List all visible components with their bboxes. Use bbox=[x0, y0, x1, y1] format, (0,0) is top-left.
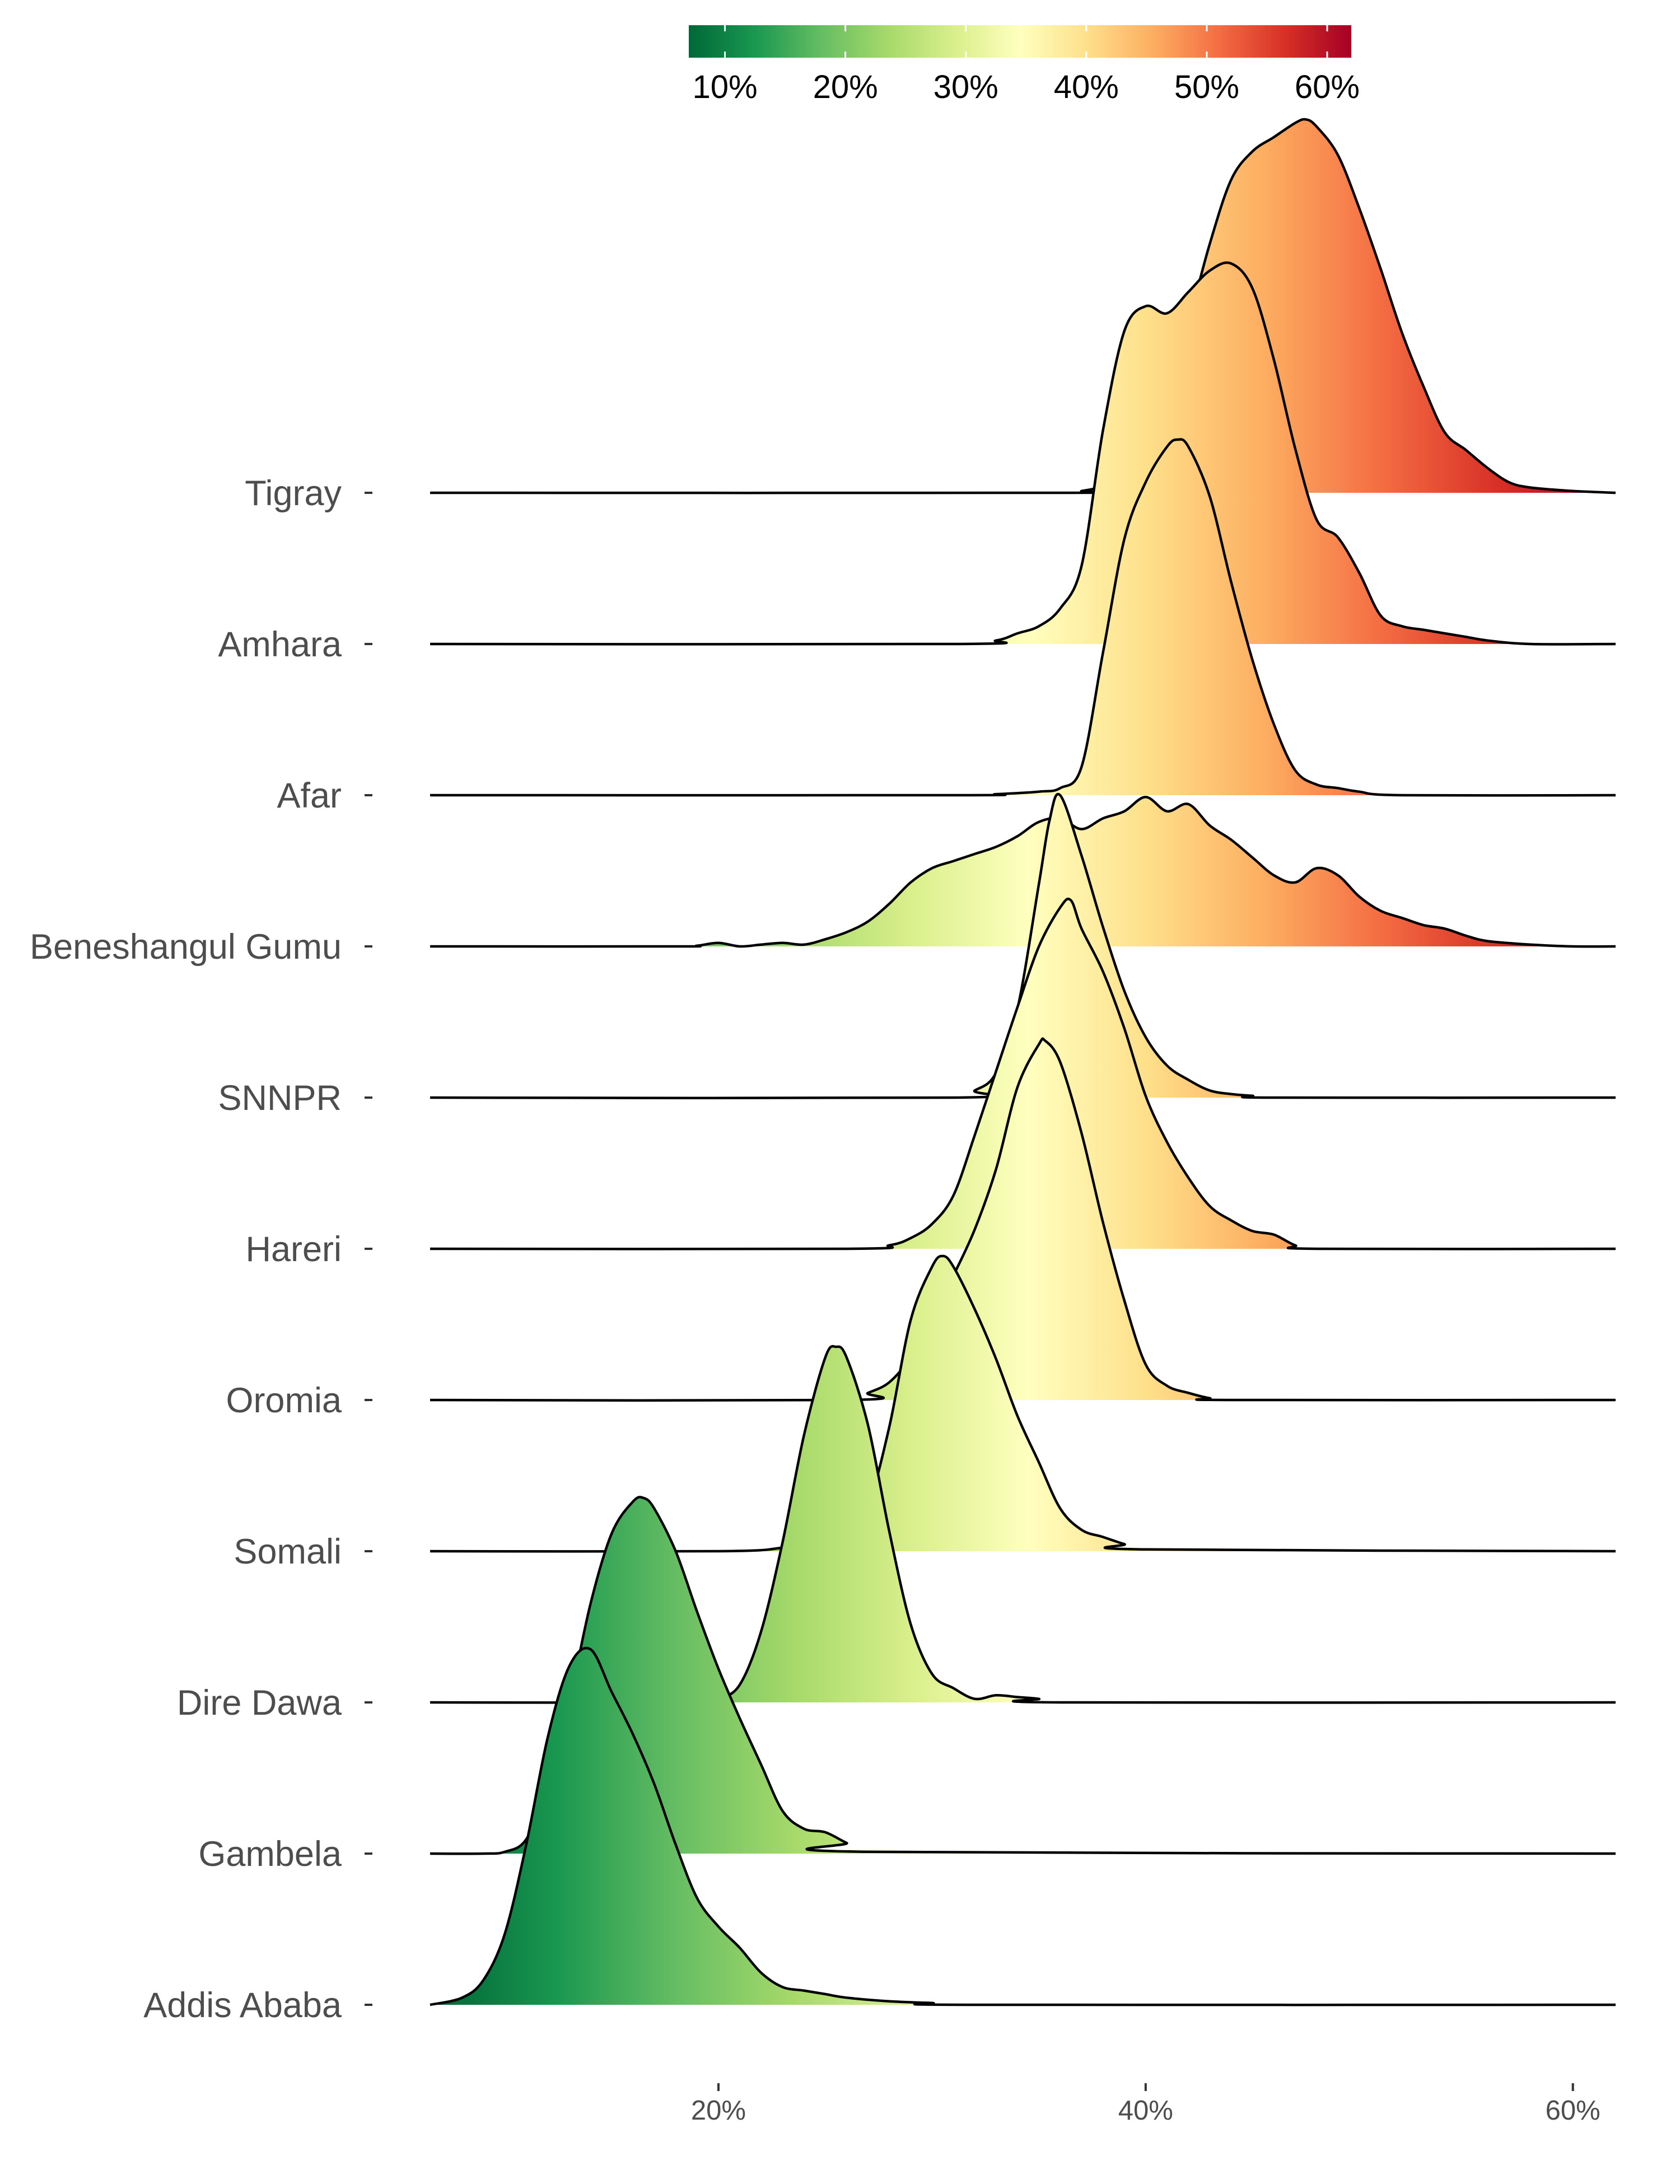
colorbar-label: 20% bbox=[813, 69, 878, 105]
ridge-fill-gambela bbox=[430, 1497, 1616, 1854]
ridge-outline-hareri bbox=[430, 897, 1616, 1250]
x-tick-label: 60% bbox=[1546, 2096, 1600, 2126]
ridge-outline-dire-dawa bbox=[430, 1345, 1616, 1704]
y-label-gambela: Gambela bbox=[198, 1835, 342, 1874]
y-axis-labels: Addis Ababa Gambela Dire Dawa Somali Oromia H… bbox=[30, 474, 372, 2025]
y-label-amhara: Amhara bbox=[218, 625, 342, 664]
ridge-fill-somali bbox=[430, 1256, 1616, 1552]
y-label-somali: Somali bbox=[234, 1532, 342, 1571]
x-tick-label: 40% bbox=[1118, 2096, 1173, 2126]
ridge-outline-amhara bbox=[430, 261, 1616, 646]
y-label-tigray: Tigray bbox=[245, 474, 342, 513]
ridge-tigray bbox=[430, 118, 1616, 494]
x-axis: 20% 40% 60% bbox=[691, 2083, 1600, 2126]
colorbar-label: 60% bbox=[1295, 69, 1360, 105]
ridge-dire-dawa bbox=[430, 1345, 1616, 1704]
ridge-beneshangul-gumu bbox=[430, 796, 1616, 948]
y-label-dire-dawa: Dire Dawa bbox=[177, 1683, 342, 1723]
ridges-layer bbox=[430, 118, 1616, 2006]
ridge-fill-amhara bbox=[430, 263, 1616, 645]
ridge-fill-oromia bbox=[430, 1038, 1616, 1401]
ridge-addis-ababa bbox=[430, 1646, 1616, 2006]
ridge-fill-tigray bbox=[430, 119, 1616, 493]
ridge-outline-beneshangul-gumu bbox=[430, 796, 1616, 948]
y-label-oromia: Oromia bbox=[226, 1381, 342, 1420]
ridge-fill-addis-ababa bbox=[430, 1648, 1616, 2005]
colorbar-legend: 10% 20% 30% 40% 50% 60% bbox=[689, 25, 1360, 105]
y-label-afar: Afar bbox=[277, 776, 342, 815]
y-label-addis-ababa: Addis Ababa bbox=[143, 1986, 342, 2025]
x-tick-label: 20% bbox=[691, 2096, 746, 2126]
colorbar-label: 10% bbox=[692, 69, 757, 105]
ridge-oromia bbox=[430, 1037, 1616, 1402]
colorbar-label: 50% bbox=[1174, 69, 1239, 105]
colorbar-label: 40% bbox=[1054, 69, 1119, 105]
ridge-outline-addis-ababa bbox=[430, 1646, 1616, 2006]
colorbar-gradient bbox=[689, 25, 1351, 58]
y-label-hareri: Hareri bbox=[245, 1230, 342, 1269]
colorbar-label: 30% bbox=[934, 69, 998, 105]
ridge-amhara bbox=[430, 261, 1616, 646]
ridge-afar bbox=[430, 438, 1616, 797]
y-label-snnpr: SNNPR bbox=[218, 1079, 342, 1118]
ridge-outline-oromia bbox=[430, 1037, 1616, 1402]
ridge-outline-tigray bbox=[430, 118, 1616, 494]
y-label-beneshangul-gumu: Beneshangul Gumu bbox=[30, 927, 342, 967]
ridge-outline-afar bbox=[430, 438, 1616, 797]
ridge-fill-beneshangul-gumu bbox=[430, 797, 1616, 947]
